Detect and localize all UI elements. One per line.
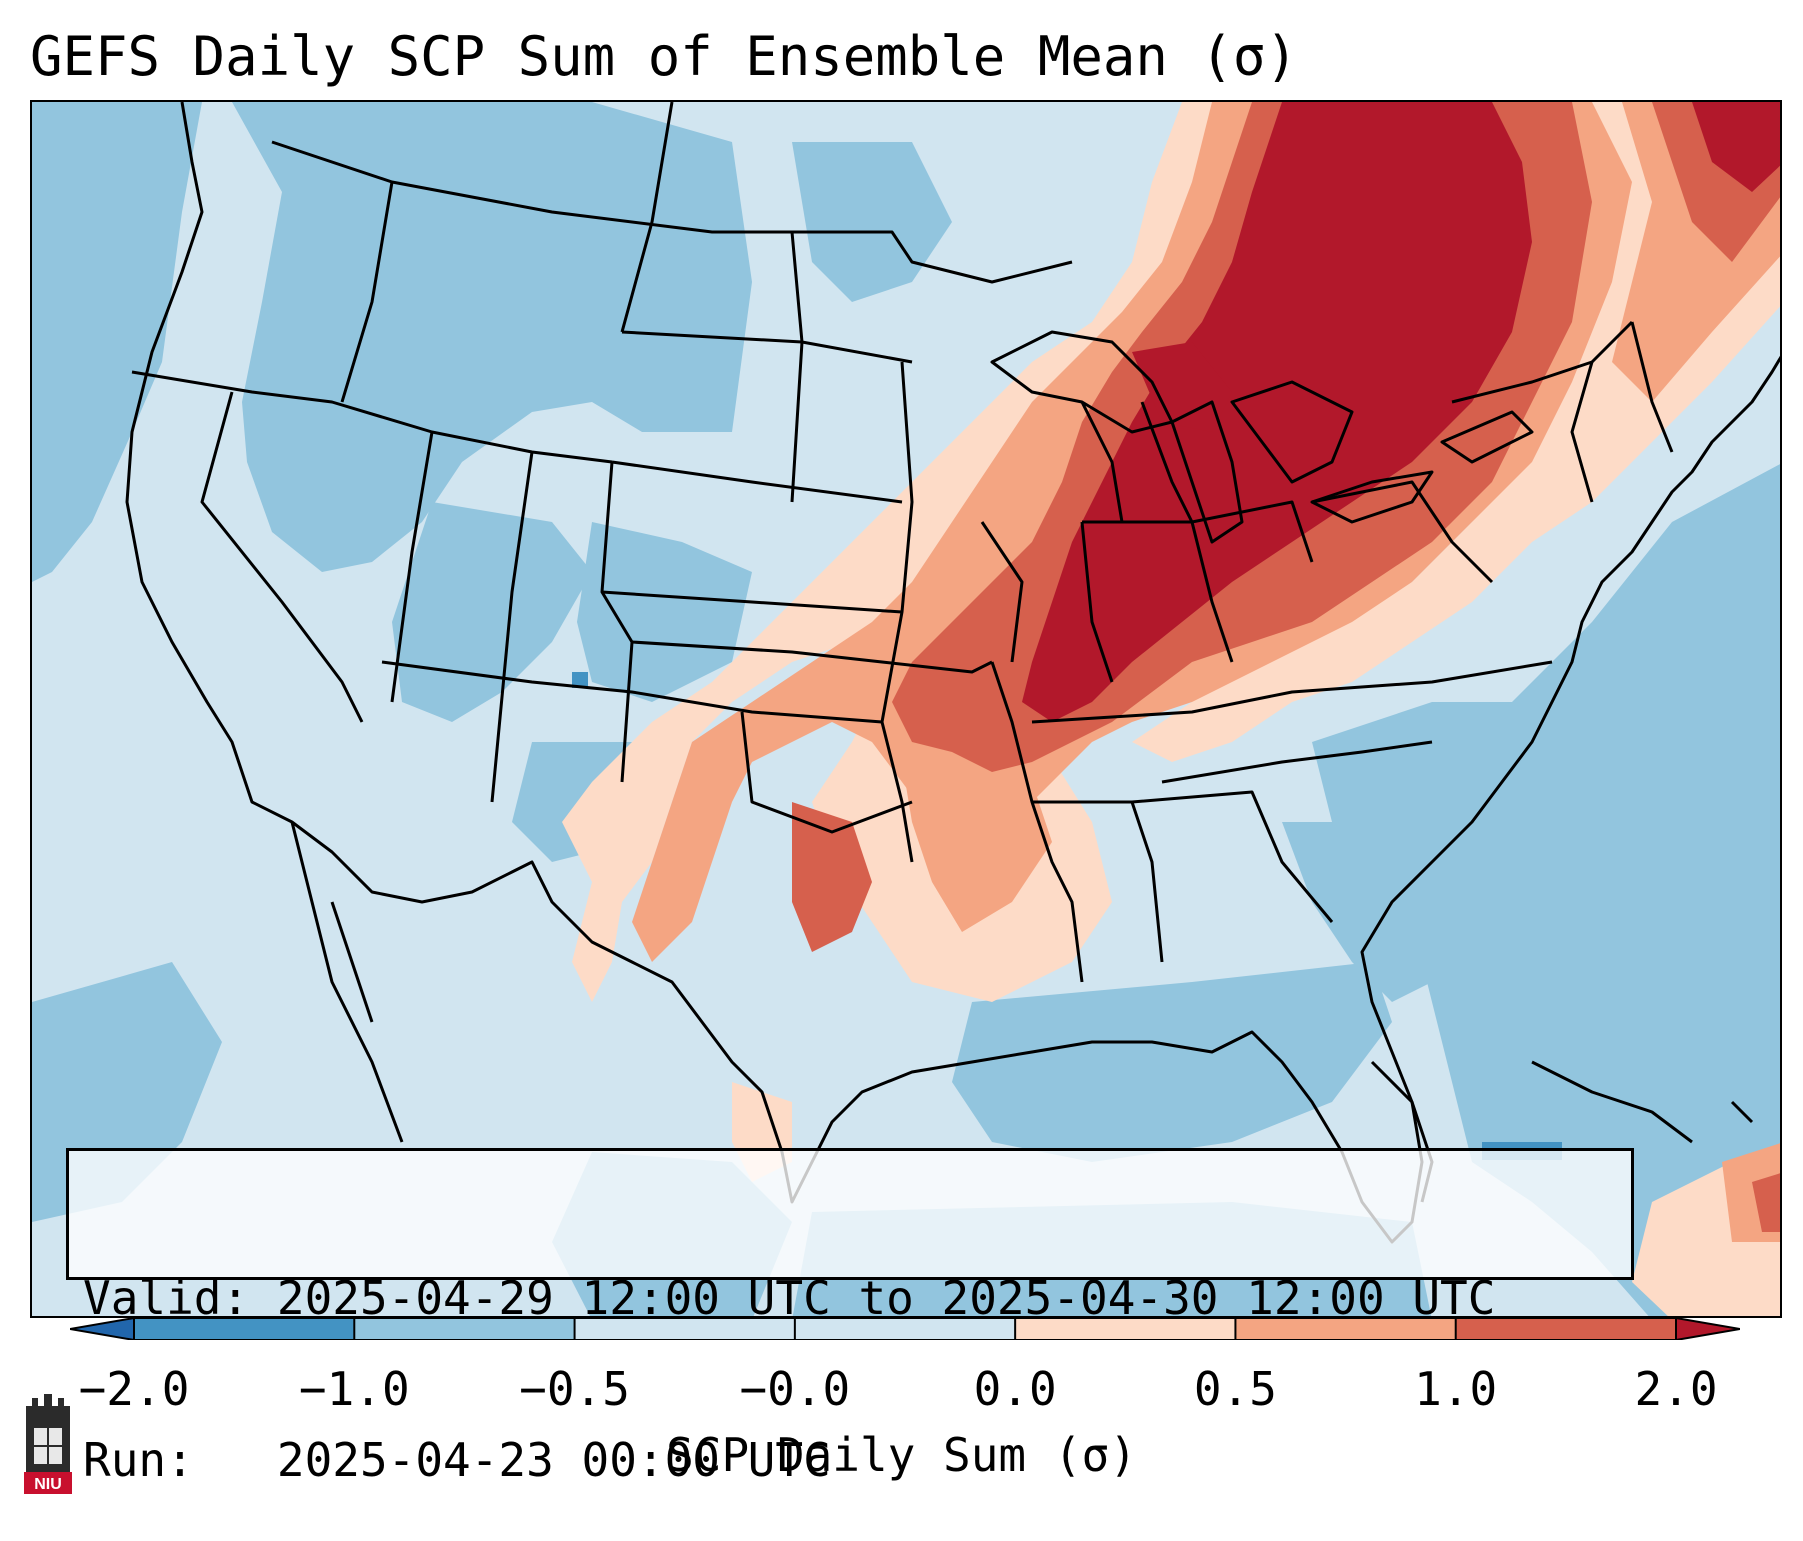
valid-label: Valid: [83, 1271, 250, 1325]
colorbar-segment [134, 1318, 355, 1340]
strong-negative-cell [572, 672, 588, 688]
colorbar-tick-label: −0.5 [519, 1362, 630, 1416]
colorbar [69, 1317, 1741, 1341]
colorbar-svg [69, 1317, 1741, 1341]
colorbar-tick-label: 0.5 [1193, 1362, 1277, 1416]
run-label: Run: [83, 1433, 194, 1487]
niu-logo-icon: NIU [24, 1394, 72, 1494]
colorbar-tick-label: −1.0 [298, 1362, 410, 1416]
map-title: GEFS Daily SCP Sum of Ensemble Mean (σ) [30, 25, 1298, 88]
state-boundaries [125, 102, 1780, 1244]
colorbar-extend-high [1676, 1318, 1740, 1340]
run-value: 2025-04-23 00:00 UTC [276, 1433, 831, 1487]
colorbar-segment [1235, 1318, 1457, 1340]
colorbar-label: SCP Daily Sum (σ) [666, 1428, 1137, 1482]
colorbar-segment [1015, 1318, 1236, 1340]
colorbar-segment [354, 1318, 576, 1340]
colorbar-segment [574, 1318, 796, 1340]
scp-field-map [32, 102, 1780, 1316]
colorbar-tick-label: 0.0 [973, 1362, 1057, 1416]
colorbar-segment [794, 1318, 1016, 1340]
very-strong-positive-regions [1022, 102, 1780, 722]
run-row: Run: 2025-04-23 00:00 UTC [83, 1433, 1617, 1487]
colorbar-extend-low [70, 1318, 134, 1340]
valid-time-box: Valid: 2025-04-29 12:00 UTC to 2025-04-3… [66, 1148, 1634, 1487]
valid-row: Valid: 2025-04-29 12:00 UTC to 2025-04-3… [83, 1271, 1617, 1325]
colorbar-segment [1455, 1318, 1677, 1340]
map-area [30, 100, 1782, 1318]
colorbar-tick-label: −2.0 [78, 1362, 190, 1416]
colorbar-tick-label: 1.0 [1414, 1362, 1498, 1416]
logo-banner [24, 1472, 72, 1494]
logo-text: NIU [34, 1476, 62, 1493]
colorbar-tick-label: 2.0 [1634, 1362, 1718, 1416]
colorbar-tick-label: −0.0 [739, 1362, 851, 1416]
valid-value: 2025-04-29 12:00 UTC to 2025-04-30 12:00… [276, 1271, 1496, 1325]
